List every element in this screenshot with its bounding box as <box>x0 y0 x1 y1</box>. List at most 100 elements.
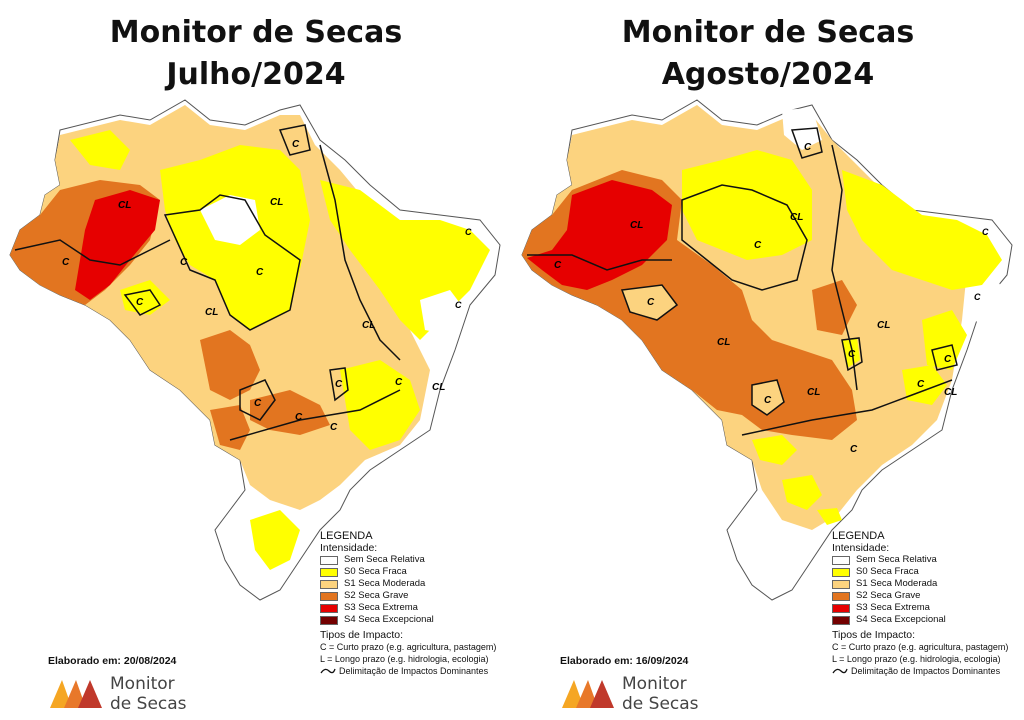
legend-swatch <box>832 555 850 565</box>
map-label-c: C <box>647 297 655 308</box>
map-label-cl: CL <box>717 337 730 348</box>
impact-line-row: Delimitação de Impactos Dominantes <box>320 665 510 677</box>
legend-item: Sem Seca Relativa <box>320 554 510 566</box>
map-label-c: C <box>136 297 144 308</box>
legend-item: S0 Seca Fraca <box>320 566 510 578</box>
legend-intensity-label: Intensidade: <box>832 542 890 554</box>
map-label-cl: CL <box>118 200 131 211</box>
impact-long-term: L = Longo prazo (e.g. hidrologia, ecolog… <box>320 654 489 664</box>
drought-map-agosto: CL CL CL CL CL CL C C C C C C C C C C C <box>521 99 1013 601</box>
legend-swatch <box>320 567 338 577</box>
wavy-line-icon <box>320 668 336 674</box>
map-label-c: C <box>764 395 772 406</box>
elaborado-date: Elaborado em: 20/08/2024 <box>48 655 177 667</box>
map-label-cl: CL <box>807 387 820 398</box>
legend-swatch <box>320 591 338 601</box>
legend-title: LEGENDA <box>320 530 373 542</box>
map-label-c: C <box>804 142 812 153</box>
logo-icon <box>50 680 102 708</box>
map-label-c: C <box>465 227 472 237</box>
impact-line-label: Delimitação de Impactos Dominantes <box>339 666 489 676</box>
legend-item: S2 Seca Grave <box>832 590 1022 602</box>
legend-item-label: S0 Seca Fraca <box>344 566 407 577</box>
legend-item: S4 Seca Excepcional <box>832 614 1022 626</box>
map-label-c: C <box>455 300 462 310</box>
logo-text: Monitor de Secas <box>622 674 699 714</box>
drought-map-julho: CL CL CL CL CL C C C C C C C C C C C C <box>9 99 501 601</box>
legend-item-label: Sem Seca Relativa <box>856 554 937 565</box>
legend-item: S3 Seca Extrema <box>320 602 510 614</box>
legend-swatch <box>832 591 850 601</box>
legend-swatch <box>832 567 850 577</box>
title-line-1: Monitor de Secas <box>109 15 403 50</box>
legend-item: Sem Seca Relativa <box>832 554 1022 566</box>
map-label-c: C <box>848 349 856 360</box>
logo-text: Monitor de Secas <box>110 674 187 714</box>
legend-swatch <box>832 615 850 625</box>
legend-item-label: S2 Seca Grave <box>344 590 409 601</box>
panel-julho: Monitor de Secas Julho/2024 <box>0 12 512 714</box>
map-label-c: C <box>850 444 858 455</box>
logo-line-2: de Secas <box>622 694 699 714</box>
map-title-julho: Monitor de Secas Julho/2024 <box>0 12 512 96</box>
impact-line-row: Delimitação de Impactos Dominantes <box>832 665 1022 677</box>
logo-icon <box>562 680 614 708</box>
legend-item-label: S1 Seca Moderada <box>856 578 938 589</box>
elaborado-date: Elaborado em: 16/09/2024 <box>560 655 689 667</box>
legend-swatch <box>320 555 338 565</box>
legend-item-label: S1 Seca Moderada <box>344 578 426 589</box>
legend-item: S1 Seca Moderada <box>320 578 510 590</box>
map-label-c: C <box>62 257 70 268</box>
title-line-2: Julho/2024 <box>166 57 346 92</box>
legend-intensity-label: Intensidade: <box>320 542 378 554</box>
map-title-agosto: Monitor de Secas Agosto/2024 <box>512 12 1024 96</box>
legend-swatch <box>320 603 338 613</box>
legend: LEGENDA Intensidade: Sem Seca Relativa S… <box>320 530 510 677</box>
legend-item-label: S0 Seca Fraca <box>856 566 919 577</box>
map-label-c: C <box>256 267 264 278</box>
legend-item-label: Sem Seca Relativa <box>344 554 425 565</box>
legend-item-label: S4 Seca Excepcional <box>344 614 434 625</box>
impact-short-term: C = Curto prazo (e.g. agricultura, pasta… <box>832 642 1009 652</box>
impact-short-term: C = Curto prazo (e.g. agricultura, pasta… <box>320 642 497 652</box>
map-label-c: C <box>754 240 762 251</box>
legend: LEGENDA Intensidade: Sem Seca Relativa S… <box>832 530 1022 677</box>
legend-item-label: S3 Seca Extrema <box>856 602 930 613</box>
map-label-c: C <box>982 227 989 237</box>
map-label-c: C <box>917 379 925 390</box>
map-label-c: C <box>554 260 562 271</box>
legend-item: S1 Seca Moderada <box>832 578 1022 590</box>
logo-line-1: Monitor <box>622 674 687 694</box>
map-label-cl: CL <box>790 212 803 223</box>
legend-swatch <box>320 579 338 589</box>
legend-item: S3 Seca Extrema <box>832 602 1022 614</box>
map-label-c: C <box>254 398 262 409</box>
legend-swatch <box>832 603 850 613</box>
legend-swatch <box>832 579 850 589</box>
wavy-line-icon <box>832 668 848 674</box>
map-label-c: C <box>180 257 188 268</box>
legend-item-label: S4 Seca Excepcional <box>856 614 946 625</box>
map-label-cl: CL <box>432 382 445 393</box>
map-label-c: C <box>944 354 952 365</box>
legend-swatch <box>320 615 338 625</box>
legend-item: S4 Seca Excepcional <box>320 614 510 626</box>
legend-item: S0 Seca Fraca <box>832 566 1022 578</box>
legend-title: LEGENDA <box>832 530 885 542</box>
map-label-cl: CL <box>362 320 375 331</box>
map-label-cl: CL <box>270 197 283 208</box>
title-line-2: Agosto/2024 <box>661 57 875 92</box>
map-label-c: C <box>335 379 343 390</box>
map-label-cl: CL <box>630 220 643 231</box>
impact-long-term: L = Longo prazo (e.g. hidrologia, ecolog… <box>832 654 1001 664</box>
title-line-1: Monitor de Secas <box>621 15 915 50</box>
legend-item-label: S2 Seca Grave <box>856 590 921 601</box>
monitor-de-secas-logo: Monitor de Secas <box>560 672 740 718</box>
map-label-c: C <box>395 377 403 388</box>
logo-line-1: Monitor <box>110 674 175 694</box>
map-label-c: C <box>292 139 300 150</box>
map-label-cl: CL <box>944 387 957 398</box>
panel-agosto: Monitor de Secas Agosto/2024 <box>512 0 1024 720</box>
map-label-c: C <box>295 412 303 423</box>
map-label-c: C <box>330 422 338 433</box>
